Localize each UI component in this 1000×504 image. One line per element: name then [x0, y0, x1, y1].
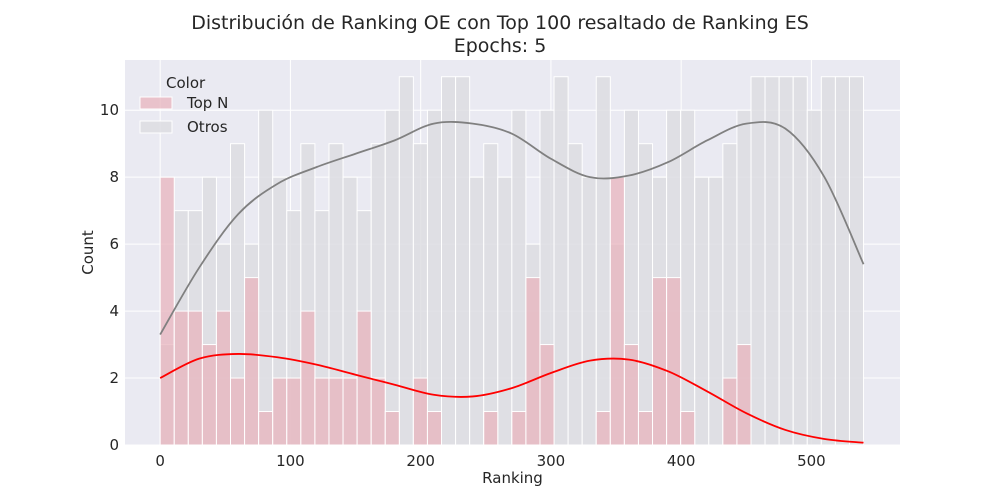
- y-tick-label: 10: [100, 101, 119, 119]
- chart-subtitle: Epochs: 5: [453, 35, 547, 57]
- legend-swatch: [139, 120, 173, 134]
- bar-otros: [483, 143, 499, 446]
- bar-otros: [708, 176, 724, 446]
- bar-top-n: [370, 377, 386, 446]
- bar-top-n: [637, 411, 654, 446]
- y-tick-label: 0: [109, 436, 119, 454]
- bar-otros: [553, 76, 569, 446]
- bar-top-n: [201, 344, 217, 446]
- legend: Color Top N Otros: [139, 74, 228, 136]
- bar-otros: [834, 76, 850, 446]
- bar-otros: [680, 109, 696, 446]
- bar-top-n: [666, 277, 682, 446]
- y-tick-label: 8: [109, 168, 119, 186]
- axes: 0 100 200 300 400 500 0 2 4 6 8 10 Ranking Count: [79, 101, 826, 487]
- x-tick-label: 100: [276, 452, 305, 470]
- bar-otros: [848, 76, 865, 446]
- bar-top-n: [595, 411, 611, 446]
- legend-entry: Top N: [186, 94, 228, 112]
- bar-top-n: [173, 310, 189, 446]
- bar-top-n: [384, 411, 400, 446]
- bar-otros: [750, 76, 766, 446]
- y-axis-label: Count: [79, 230, 97, 275]
- bar-otros: [469, 176, 485, 446]
- y-tick-label: 4: [109, 302, 119, 320]
- bar-top-n: [230, 377, 246, 446]
- x-tick-label: 300: [537, 452, 566, 470]
- legend-swatch: [139, 96, 173, 110]
- bar-top-n: [609, 176, 625, 446]
- x-axis-label: Ranking: [482, 469, 543, 487]
- bar-top-n: [286, 377, 302, 446]
- bar-otros: [567, 143, 583, 446]
- kde-curves: [159, 121, 865, 444]
- x-tick-label: 400: [667, 452, 696, 470]
- bar-otros: [694, 176, 710, 446]
- x-tick-label: 500: [797, 452, 826, 470]
- bar-top-n: [652, 277, 668, 446]
- bar-top-n: [342, 377, 358, 446]
- bar-top-n: [258, 411, 274, 446]
- bar-top-n: [736, 344, 752, 446]
- bar-otros: [384, 109, 400, 446]
- y-tick-label: 6: [109, 235, 119, 253]
- bar-otros: [595, 76, 611, 446]
- bar-top-n: [426, 411, 443, 446]
- bar-otros: [637, 143, 654, 446]
- x-tick-label: 0: [155, 452, 165, 470]
- bar-top-n: [215, 310, 232, 446]
- bar-otros: [455, 76, 471, 446]
- bar-otros: [792, 76, 808, 446]
- kde-line-top-n: [159, 353, 864, 444]
- bar-top-n: [328, 377, 344, 446]
- bars: [159, 76, 865, 446]
- bar-top-n: [314, 377, 330, 446]
- bar-top-n: [272, 377, 288, 446]
- bar-otros: [497, 176, 513, 446]
- y-tick-label: 2: [109, 369, 119, 387]
- bar-top-n: [159, 176, 175, 446]
- bar-otros: [511, 109, 527, 446]
- bar-otros: [258, 109, 274, 446]
- bar-top-n: [722, 377, 738, 446]
- kde-line-otros: [159, 121, 865, 335]
- bar-top-n: [539, 344, 555, 446]
- legend-entry: Otros: [187, 118, 228, 136]
- bar-top-n: [483, 411, 499, 446]
- bar-otros: [581, 176, 597, 446]
- bar-top-n: [623, 344, 639, 446]
- bar-top-n: [300, 310, 316, 446]
- bar-top-n: [244, 277, 260, 446]
- bar-otros: [820, 76, 836, 446]
- chart-title: Distribución de Ranking OE con Top 100 r…: [191, 12, 809, 34]
- bar-top-n: [525, 277, 541, 446]
- legend-title: Color: [166, 74, 206, 92]
- bar-otros: [441, 76, 457, 446]
- x-tick-label: 200: [406, 452, 435, 470]
- bar-top-n: [187, 310, 203, 446]
- bar-top-n: [511, 411, 527, 446]
- bar-otros: [764, 76, 780, 446]
- bar-top-n: [412, 377, 428, 446]
- bar-top-n: [680, 411, 696, 446]
